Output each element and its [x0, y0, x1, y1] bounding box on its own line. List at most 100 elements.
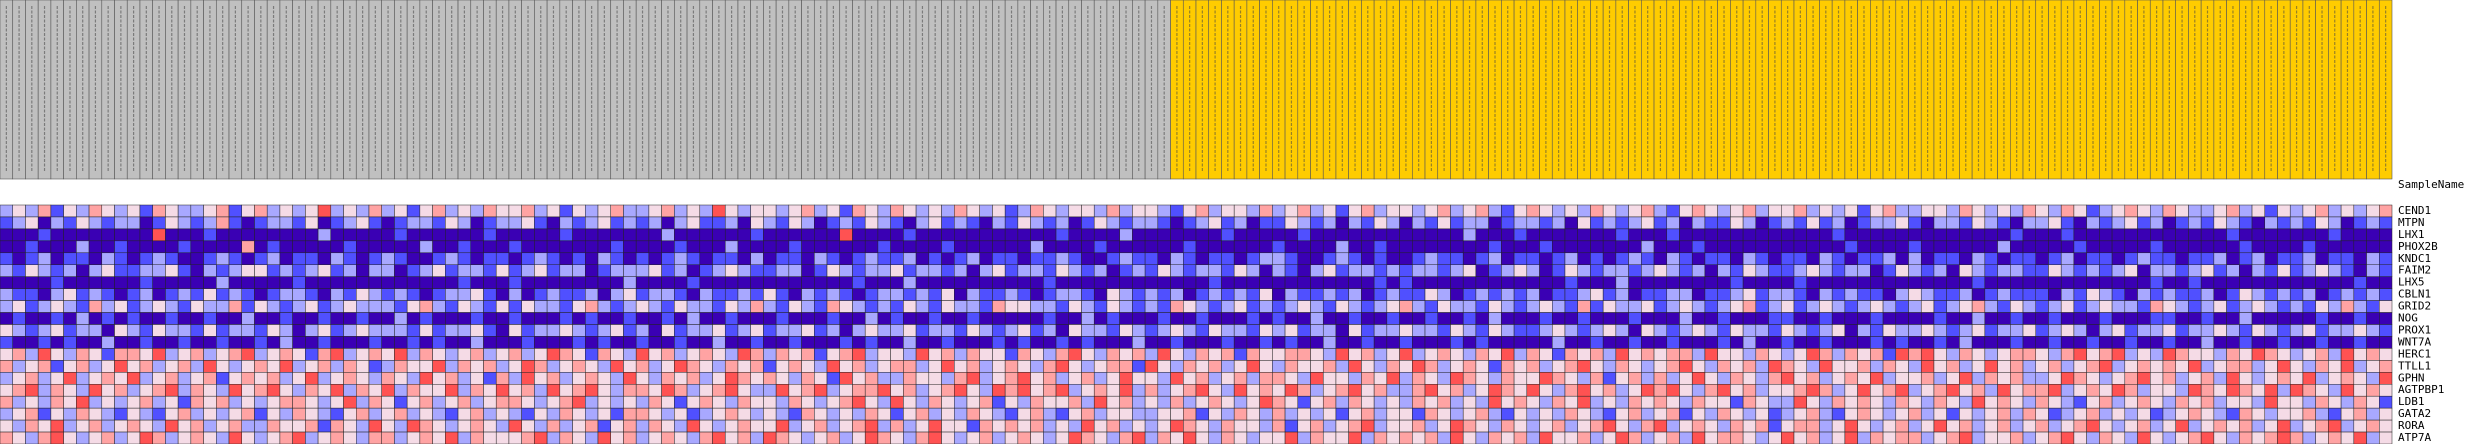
heatmap-cell: [775, 360, 790, 373]
heatmap-cell: [635, 216, 650, 230]
heatmap-cell: [2264, 216, 2278, 230]
heatmap-cell: [1475, 407, 1489, 421]
heatmap-cell: [585, 336, 599, 349]
heatmap-cell: [317, 276, 332, 289]
heatmap-cell: [1831, 360, 1846, 373]
heatmap-cell: [2188, 384, 2202, 397]
heatmap-cell: [381, 407, 395, 421]
heatmap-cell: [1157, 240, 1171, 254]
heatmap-cell: [1412, 216, 1426, 230]
heatmap-cell: [266, 324, 281, 337]
heatmap-cell: [470, 384, 484, 397]
heatmap-cell: [1742, 228, 1757, 242]
heatmap-cell: [37, 419, 52, 433]
heatmap-cell: [1564, 336, 1578, 349]
heatmap-cell: [852, 252, 866, 266]
heatmap-cell: [1615, 395, 1629, 409]
heatmap-cell: [724, 407, 739, 421]
heatmap-cell: [1246, 419, 1260, 433]
heatmap-cell: [1373, 360, 1388, 373]
heatmap-cell: [2251, 300, 2266, 313]
heatmap-cell: [1564, 276, 1578, 289]
heatmap-cell: [877, 395, 891, 409]
heatmap-cell: [1475, 336, 1489, 349]
heatmap-cell: [139, 384, 153, 397]
heatmap-cell: [1246, 360, 1260, 373]
heatmap-cell: [139, 395, 153, 409]
heatmap-cell: [470, 324, 484, 337]
heatmap-cell: [216, 431, 230, 444]
heatmap-cell: [2289, 240, 2304, 254]
heatmap-cell: [76, 240, 90, 254]
heatmap-cell: [1971, 431, 1986, 444]
heatmap-cell: [368, 252, 382, 266]
heatmap-cell: [63, 228, 77, 242]
heatmap-cell: [2289, 419, 2304, 433]
heatmap-cell: [101, 312, 115, 325]
heatmap-cell: [1539, 384, 1553, 397]
heatmap-cell: [788, 228, 802, 242]
heatmap-cell: [1819, 431, 1833, 444]
heatmap-cell: [2213, 300, 2227, 313]
heatmap-cell: [2022, 336, 2036, 349]
heatmap-cell: [737, 312, 751, 325]
heatmap-cell: [1552, 276, 1566, 289]
heatmap-cell: [1882, 419, 1897, 433]
heatmap-cell: [1806, 431, 1820, 444]
heatmap-cell: [139, 419, 153, 433]
heatmap-cell: [1462, 240, 1477, 254]
heatmap-cell: [1666, 204, 1680, 218]
heatmap-cell: [610, 288, 624, 301]
heatmap-cell: [2073, 204, 2087, 218]
heatmap-cell: [1208, 240, 1222, 254]
heatmap-cell: [1641, 300, 1655, 313]
heatmap-cell: [432, 360, 446, 373]
heatmap-cell: [1526, 240, 1540, 254]
heatmap-cell: [1717, 384, 1731, 397]
heatmap-cell: [63, 312, 77, 325]
heatmap-cell: [839, 204, 853, 218]
heatmap-cell: [1450, 419, 1464, 433]
heatmap-cell: [1793, 264, 1807, 277]
heatmap-cell: [2137, 300, 2151, 313]
heatmap-cell: [1539, 324, 1553, 337]
heatmap-cell: [2366, 276, 2380, 289]
heatmap-cell: [928, 204, 942, 218]
heatmap-cell: [623, 407, 637, 421]
heatmap-cell: [1424, 228, 1438, 242]
heatmap-cell: [661, 360, 675, 373]
heatmap-cell: [2086, 360, 2100, 373]
heatmap-cell: [1552, 431, 1566, 444]
heatmap-cell: [1437, 384, 1451, 397]
heatmap-cell: [903, 240, 917, 254]
heatmap-cell: [839, 348, 853, 361]
heatmap-cell: [483, 372, 497, 385]
heatmap-cell: [1679, 252, 1693, 266]
heatmap-cell: [1030, 431, 1044, 444]
heatmap-cell: [2366, 300, 2380, 313]
heatmap-cell: [1437, 431, 1451, 444]
heatmap-cell: [648, 264, 662, 277]
heatmap-cell: [635, 407, 650, 421]
heatmap-cell: [432, 372, 446, 385]
heatmap-cell: [1870, 204, 1884, 218]
heatmap-cell: [1399, 216, 1413, 230]
heatmap-cell: [483, 395, 497, 409]
heatmap-cell: [1933, 300, 1947, 313]
heatmap-cell: [1908, 419, 1922, 433]
heatmap-cell: [1526, 348, 1540, 361]
heatmap-cell: [279, 372, 293, 385]
heatmap-cell: [1259, 431, 1273, 444]
heatmap-cell: [903, 204, 917, 218]
heatmap-cell: [1959, 419, 1973, 433]
heatmap-cell: [63, 264, 77, 277]
heatmap-cell: [483, 288, 497, 301]
heatmap-cell: [2060, 240, 2075, 254]
heatmap-cell: [2251, 336, 2266, 349]
heatmap-cell: [457, 276, 472, 289]
heatmap-cell: [2264, 407, 2278, 421]
heatmap-cell: [2251, 288, 2266, 301]
heatmap-cell: [1106, 372, 1120, 385]
heatmap-cell: [1730, 431, 1744, 444]
heatmap-cell: [775, 264, 790, 277]
